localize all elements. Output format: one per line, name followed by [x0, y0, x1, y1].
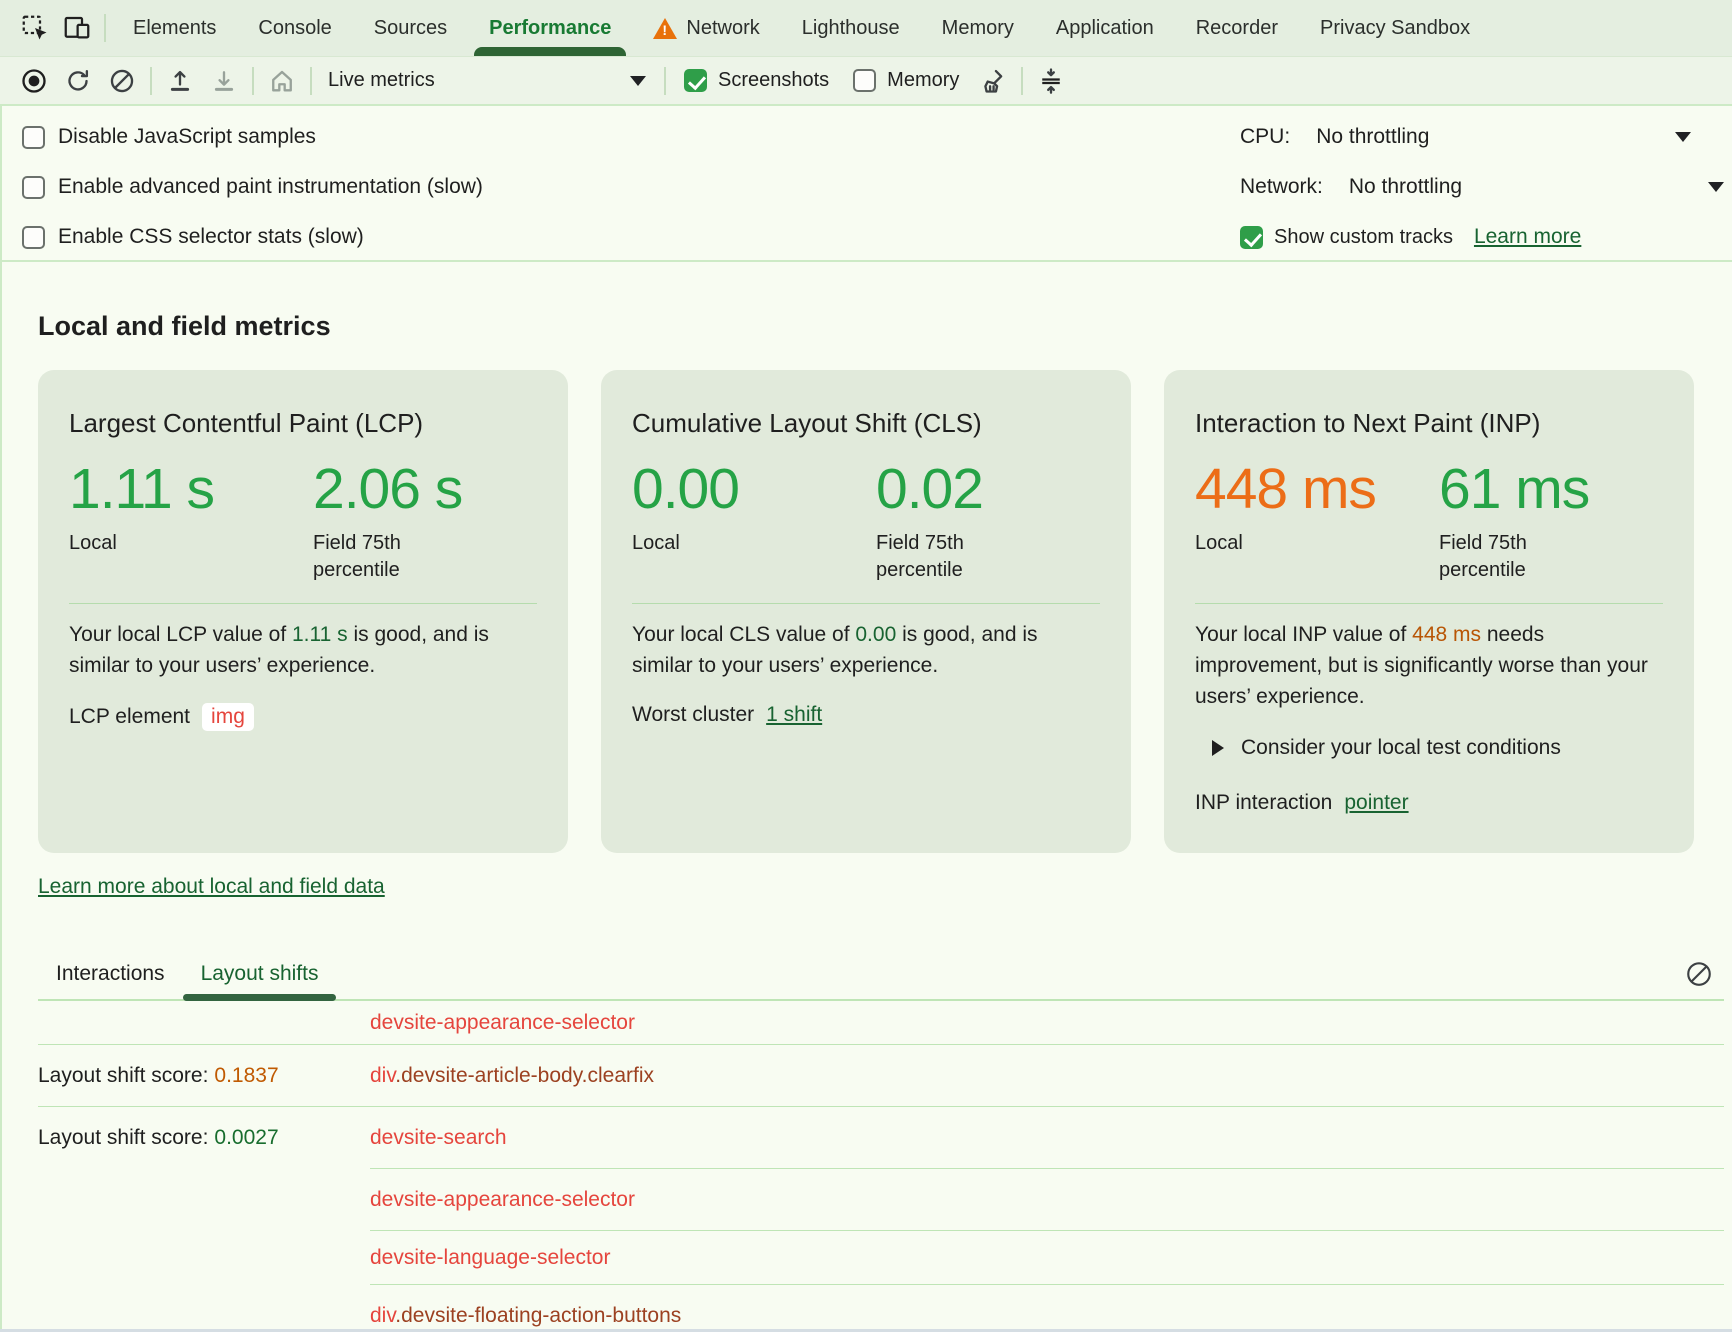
tab-recorder[interactable]: Recorder — [1175, 0, 1299, 56]
divider — [664, 67, 666, 95]
shifted-element-node-link[interactable]: devsite-language-selector — [370, 1246, 610, 1270]
tab-network[interactable]: Network — [632, 0, 780, 56]
layout-shift-row: Layout shift score: 0.1837 div.devsite-a… — [38, 1045, 1724, 1107]
capture-settings: Disable JavaScript samples Enable advanc… — [2, 106, 1732, 262]
performance-toolbar: Live metrics Screenshots Memory — [0, 57, 1732, 106]
record-button[interactable] — [12, 62, 56, 100]
layout-shift-row: devsite-appearance-selector — [38, 1001, 1724, 1045]
lcp-description: Your local LCP value of 1.11 s is good, … — [69, 619, 531, 681]
cpu-throttling-row: CPU: No throttling — [1240, 112, 1724, 162]
inspect-element-icon[interactable] — [14, 0, 56, 56]
network-warning-icon — [653, 18, 677, 39]
cls-description: Your local CLS value of 0.00 is good, an… — [632, 619, 1094, 681]
checkbox-unchecked-icon — [22, 176, 45, 199]
performance-panel-content: Disable JavaScript samples Enable advanc… — [0, 106, 1732, 1332]
layout-shift-row: div.devsite-floating-action-buttons — [38, 1285, 1724, 1332]
device-toolbar-icon[interactable] — [56, 0, 98, 56]
card-title: Cumulative Layout Shift (CLS) — [632, 406, 1100, 440]
layout-shift-row: Layout shift score: 0.0027 devsite-searc… — [38, 1107, 1724, 1169]
expand-arrow-icon — [1212, 740, 1224, 756]
memory-checkbox[interactable]: Memory — [853, 69, 959, 92]
custom-tracks-learn-more-link[interactable]: Learn more — [1474, 225, 1581, 249]
divider — [104, 14, 106, 42]
checkbox-checked-icon — [684, 69, 707, 92]
tab-application[interactable]: Application — [1035, 0, 1175, 56]
cpu-throttling-select[interactable]: No throttling — [1316, 125, 1691, 149]
cls-field-value: 0.02 — [876, 462, 1056, 517]
lcp-card: Largest Contentful Paint (LCP) 1.11 s Lo… — [38, 370, 568, 853]
show-custom-tracks-checkbox[interactable]: Show custom tracks — [1240, 226, 1453, 249]
reload-and-record-button[interactable] — [56, 62, 100, 100]
tab-interactions[interactable]: Interactions — [38, 949, 183, 999]
chevron-down-icon — [1675, 132, 1691, 142]
tab-performance[interactable]: Performance — [468, 0, 632, 56]
card-title: Interaction to Next Paint (INP) — [1195, 406, 1663, 440]
screenshots-checkbox[interactable]: Screenshots — [684, 69, 829, 92]
inp-card: Interaction to Next Paint (INP) 448 ms L… — [1164, 370, 1694, 853]
chevron-down-icon — [1708, 182, 1724, 192]
tab-lighthouse[interactable]: Lighthouse — [781, 0, 921, 56]
shifted-element-node-link[interactable]: div.devsite-article-body.clearfix — [370, 1064, 654, 1088]
tab-elements[interactable]: Elements — [112, 0, 237, 56]
divider — [632, 603, 1100, 604]
layout-shift-score: 0.0027 — [214, 1126, 278, 1150]
layout-shifts-table: devsite-appearance-selector Layout shift… — [38, 1001, 1724, 1332]
home-button[interactable] — [260, 62, 304, 100]
layout-shift-row: devsite-language-selector — [38, 1231, 1724, 1285]
shifted-element-node-link[interactable]: devsite-appearance-selector — [370, 1011, 635, 1035]
divider — [69, 603, 537, 604]
divider — [1195, 603, 1663, 604]
network-throttling-select[interactable]: No throttling — [1349, 175, 1724, 199]
collect-garbage-button[interactable] — [971, 62, 1015, 100]
tab-sources[interactable]: Sources — [353, 0, 468, 56]
tab-privacy-sandbox[interactable]: Privacy Sandbox — [1299, 0, 1491, 56]
inp-local-value: 448 ms — [1195, 462, 1439, 517]
inp-field-value: 61 ms — [1439, 462, 1619, 517]
panel-mode-select[interactable]: Live metrics — [318, 62, 658, 100]
card-title: Largest Contentful Paint (LCP) — [69, 406, 537, 440]
local-test-conditions-expander[interactable]: Consider your local test conditions — [1195, 736, 1663, 760]
metric-cards: Largest Contentful Paint (LCP) 1.11 s Lo… — [38, 370, 1732, 853]
upload-profile-button[interactable] — [158, 62, 202, 100]
checkbox-unchecked-icon — [22, 126, 45, 149]
live-metrics-view: Local and field metrics Largest Contentf… — [2, 306, 1732, 899]
section-heading: Local and field metrics — [38, 306, 1732, 346]
checkbox-unchecked-icon — [853, 69, 876, 92]
cls-card: Cumulative Layout Shift (CLS) 0.00 Local… — [601, 370, 1131, 853]
tab-console[interactable]: Console — [237, 0, 352, 56]
checkbox-checked-icon — [1240, 226, 1263, 249]
network-throttling-row: Network: No throttling — [1240, 162, 1724, 212]
divider — [150, 67, 152, 95]
lcp-local-value: 1.11 s — [69, 462, 313, 517]
worst-cluster-link[interactable]: 1 shift — [766, 703, 822, 727]
tab-layout-shifts[interactable]: Layout shifts — [183, 949, 337, 999]
shifted-element-node-link[interactable]: div.devsite-floating-action-buttons — [370, 1304, 681, 1328]
logs-tabbar: Interactions Layout shifts — [38, 949, 1724, 1001]
clear-button[interactable] — [100, 62, 144, 100]
collapse-sections-button[interactable] — [1029, 62, 1073, 100]
cls-local-value: 0.00 — [632, 462, 876, 517]
divider — [252, 67, 254, 95]
inp-description: Your local INP value of 448 ms needs imp… — [1195, 619, 1657, 712]
throttling-settings: CPU: No throttling Network: No throttlin… — [1240, 112, 1724, 262]
chevron-down-icon — [630, 76, 646, 86]
tab-memory[interactable]: Memory — [921, 0, 1035, 56]
custom-tracks-row: Show custom tracks Learn more — [1240, 212, 1724, 262]
divider — [1021, 67, 1023, 95]
download-profile-button[interactable] — [202, 62, 246, 100]
devtools-tabbar: Elements Console Sources Performance Net… — [0, 0, 1732, 57]
divider — [310, 67, 312, 95]
inp-interaction-link[interactable]: pointer — [1344, 791, 1408, 815]
lcp-element-node-link[interactable]: img — [202, 703, 254, 731]
lcp-field-value: 2.06 s — [313, 462, 493, 517]
checkbox-unchecked-icon — [22, 226, 45, 249]
clear-log-button[interactable] — [1684, 959, 1714, 989]
layout-shift-score: 0.1837 — [214, 1064, 278, 1088]
layout-shift-row: devsite-appearance-selector — [38, 1169, 1724, 1231]
shifted-element-node-link[interactable]: devsite-search — [370, 1126, 507, 1150]
local-field-data-learn-more-link[interactable]: Learn more about local and field data — [38, 875, 385, 899]
shifted-element-node-link[interactable]: devsite-appearance-selector — [370, 1188, 635, 1212]
